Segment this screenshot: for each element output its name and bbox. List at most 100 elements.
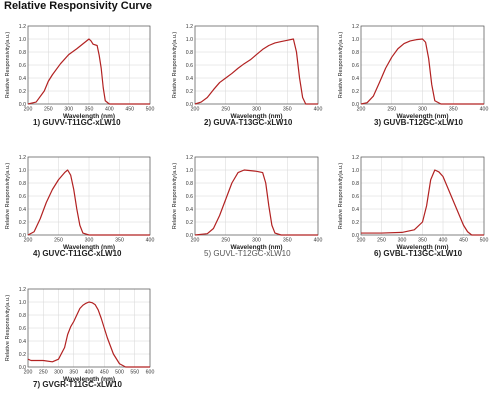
y-tick-label: 1.2 (186, 155, 193, 161)
x-axis-label: Wavelength (nm) (396, 113, 448, 120)
x-tick-label: 200 (357, 107, 366, 113)
y-axis-label: Relative Responsivity(a.u.) (5, 295, 11, 362)
y-tick-label: 0.4 (19, 339, 26, 345)
x-tick-label: 200 (191, 238, 200, 244)
y-tick-label: 0.2 (352, 89, 359, 95)
y-tick-label: 0.2 (186, 89, 193, 95)
x-tick-label: 450 (459, 238, 468, 244)
x-tick-label: 300 (252, 238, 261, 244)
y-tick-label: 0.4 (186, 207, 193, 213)
chart-caption: 2) GUVA-T13GC-xLW10 (204, 118, 293, 127)
x-tick-label: 250 (39, 370, 48, 376)
x-tick-label: 400 (105, 107, 114, 113)
x-tick-label: 300 (418, 107, 427, 113)
x-axis-label: Wavelength (nm) (63, 244, 115, 251)
x-tick-label: 500 (480, 238, 489, 244)
y-tick-label: 0.2 (19, 220, 26, 226)
x-tick-label: 200 (24, 370, 33, 376)
y-tick-label: 0.0 (352, 233, 359, 239)
x-tick-label: 400 (439, 238, 448, 244)
x-tick-label: 350 (85, 107, 94, 113)
chart-caption: 6) GVBL-T13GC-xLW10 (374, 249, 463, 258)
plot-frame (360, 156, 485, 236)
y-tick-label: 0.0 (186, 102, 193, 108)
chart-5: 200 250 300 350 400 0.0 0.2 0.4 0.6 0.8 1.0 1.2 Wave… (172, 155, 322, 251)
y-tick-label: 1.0 (352, 168, 359, 174)
x-tick-label: 400 (480, 107, 489, 113)
series-line (360, 38, 484, 105)
series-line (361, 169, 484, 236)
x-tick-label: 250 (387, 107, 396, 113)
y-tick-label: 0.2 (352, 220, 359, 226)
x-tick-label: 300 (398, 238, 407, 244)
y-tick-label: 1.0 (186, 37, 193, 43)
series-line (194, 169, 318, 236)
y-tick-label: 0.8 (19, 50, 26, 56)
plot-frame (27, 288, 151, 368)
x-tick-label: 200 (24, 107, 33, 113)
x-axis-label: Wavelength (nm) (230, 113, 282, 120)
y-tick-label: 1.2 (352, 155, 359, 161)
y-tick-label: 1.0 (186, 168, 193, 174)
y-axis-label: Relative Responsivity(a.u.) (5, 32, 11, 99)
x-tick-label: 350 (418, 238, 427, 244)
x-axis-label: Wavelength (nm) (230, 244, 282, 251)
page-title: Relative Responsivity Curve (4, 0, 152, 12)
x-tick-label: 200 (191, 107, 200, 113)
plot-frame (194, 156, 319, 236)
x-tick-label: 250 (54, 238, 63, 244)
series-line (27, 38, 150, 105)
y-tick-label: 1.2 (19, 287, 26, 293)
y-axis-label: Relative Responsivity(a.u.) (338, 163, 344, 230)
y-tick-label: 0.8 (352, 50, 359, 56)
chart-caption: 3) GUVB-T12GC-xLW10 (374, 118, 463, 127)
x-tick-label: 250 (44, 107, 53, 113)
y-tick-label: 0.0 (19, 233, 26, 239)
chart-6: 200 250 300 350 400 450 500 0.0 0.2 0.4 0.6 0.8 1.0 1… (338, 155, 488, 251)
series-line (27, 169, 150, 236)
x-tick-label: 400 (85, 370, 94, 376)
y-tick-label: 0.4 (19, 207, 26, 213)
y-tick-label: 0.0 (352, 102, 359, 108)
plot-frame (360, 25, 485, 105)
y-tick-label: 1.2 (352, 24, 359, 30)
y-tick-label: 0.0 (186, 233, 193, 239)
y-tick-label: 0.6 (186, 194, 193, 200)
x-tick-label: 350 (283, 238, 292, 244)
series-line (27, 301, 150, 368)
x-tick-label: 600 (146, 370, 155, 376)
x-axis-label: Wavelength (nm) (63, 113, 115, 120)
y-tick-label: 1.2 (19, 155, 26, 161)
y-tick-label: 0.6 (19, 194, 26, 200)
y-tick-label: 0.6 (352, 194, 359, 200)
chart-3: 200 250 300 350 400 0.0 0.2 0.4 0.6 0.8 1.0 1.2 Wave… (338, 24, 488, 120)
y-tick-label: 0.6 (19, 63, 26, 69)
plot-frame (194, 25, 319, 105)
x-tick-label: 350 (283, 107, 292, 113)
y-tick-label: 0.0 (19, 365, 26, 371)
y-tick-label: 1.0 (19, 168, 26, 174)
y-tick-label: 0.8 (19, 181, 26, 187)
x-axis-label: Wavelength (nm) (63, 376, 115, 383)
chart-4: 200 250 300 350 400 0.0 0.2 0.4 0.6 0.8 1.0 1.2 Wave… (5, 155, 154, 251)
y-tick-label: 1.0 (19, 37, 26, 43)
x-tick-label: 450 (125, 107, 134, 113)
y-tick-label: 0.8 (19, 313, 26, 319)
y-tick-label: 0.0 (19, 102, 26, 108)
y-tick-label: 1.2 (19, 24, 26, 30)
x-tick-label: 300 (252, 107, 261, 113)
x-tick-label: 300 (54, 370, 63, 376)
x-tick-label: 250 (221, 107, 230, 113)
chart-1: 200 250 300 350 400 450 500 0.0 0.2 0.4 0.6 0.8 1.0 1… (5, 24, 154, 120)
y-tick-label: 0.8 (352, 181, 359, 187)
x-tick-label: 350 (69, 370, 78, 376)
y-axis-label: Relative Responsivity(a.u.) (172, 163, 178, 230)
chart-7: 200 250 300 350 400 450 500 550 600 0.0 0.2 0.4 0.6 0… (5, 287, 154, 383)
y-axis-label: Relative Responsivity(a.u.) (172, 32, 178, 99)
y-tick-label: 0.4 (352, 207, 359, 213)
y-tick-label: 0.2 (19, 89, 26, 95)
y-tick-label: 1.0 (352, 37, 359, 43)
chart-caption: 4) GUVC-T11GC-xLW10 (33, 249, 122, 258)
x-axis-label: Wavelength (nm) (396, 244, 448, 251)
y-axis-label: Relative Responsivity(a.u.) (5, 163, 11, 230)
